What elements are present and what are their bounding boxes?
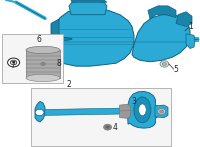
Polygon shape xyxy=(186,34,195,49)
Ellipse shape xyxy=(26,74,60,82)
Text: 5: 5 xyxy=(174,65,178,74)
Polygon shape xyxy=(35,101,45,122)
Text: 3: 3 xyxy=(132,97,136,106)
Ellipse shape xyxy=(30,37,72,41)
Circle shape xyxy=(162,62,166,65)
Text: 1: 1 xyxy=(189,22,193,31)
Polygon shape xyxy=(26,50,60,78)
Polygon shape xyxy=(71,0,107,2)
Circle shape xyxy=(106,126,110,129)
Polygon shape xyxy=(51,19,59,59)
Ellipse shape xyxy=(139,104,146,116)
Circle shape xyxy=(104,124,112,130)
Circle shape xyxy=(8,58,20,67)
Polygon shape xyxy=(120,104,130,118)
Polygon shape xyxy=(155,105,168,118)
Polygon shape xyxy=(132,15,190,62)
Text: 7: 7 xyxy=(11,61,15,70)
Polygon shape xyxy=(45,108,126,115)
Circle shape xyxy=(158,108,166,114)
Circle shape xyxy=(160,110,164,113)
Polygon shape xyxy=(148,6,176,19)
Ellipse shape xyxy=(41,62,45,66)
Polygon shape xyxy=(176,12,192,26)
Circle shape xyxy=(13,62,15,63)
Polygon shape xyxy=(128,91,160,128)
Polygon shape xyxy=(69,1,107,15)
FancyBboxPatch shape xyxy=(2,34,63,83)
Text: 2: 2 xyxy=(67,80,71,89)
Circle shape xyxy=(35,109,44,116)
Text: 4: 4 xyxy=(113,123,117,132)
Polygon shape xyxy=(51,9,134,66)
Text: 8: 8 xyxy=(57,59,61,69)
Ellipse shape xyxy=(134,97,151,123)
FancyBboxPatch shape xyxy=(31,88,171,146)
Circle shape xyxy=(160,61,169,67)
Circle shape xyxy=(10,60,17,65)
Text: 6: 6 xyxy=(37,35,41,44)
Ellipse shape xyxy=(26,46,60,54)
